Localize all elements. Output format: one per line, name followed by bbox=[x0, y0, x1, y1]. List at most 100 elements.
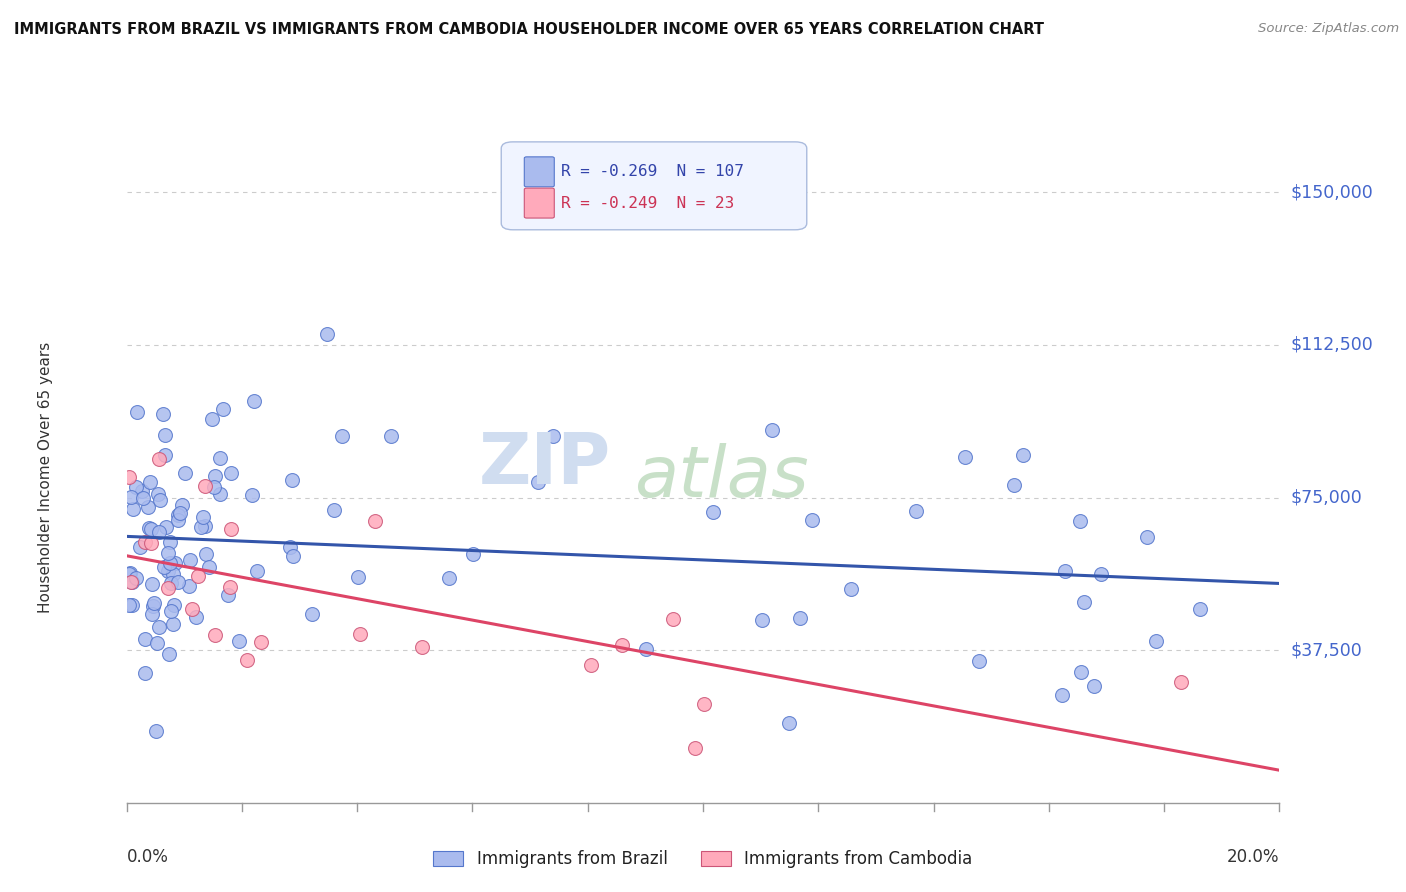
Point bbox=[120, 566, 142, 581]
Point bbox=[1070, 665, 1092, 679]
Point bbox=[134, 632, 156, 647]
Point bbox=[148, 524, 170, 539]
Point bbox=[437, 571, 460, 585]
Point bbox=[1002, 477, 1025, 491]
Point bbox=[170, 498, 193, 512]
Point bbox=[157, 546, 180, 560]
Text: $75,000: $75,000 bbox=[1291, 489, 1362, 507]
Point bbox=[246, 564, 269, 578]
Point bbox=[139, 535, 162, 549]
Point bbox=[118, 470, 141, 484]
Point bbox=[136, 500, 159, 515]
Point bbox=[1052, 689, 1074, 703]
Point bbox=[219, 522, 242, 536]
Point bbox=[167, 575, 190, 590]
Point bbox=[125, 405, 148, 419]
Point bbox=[281, 473, 304, 487]
Point bbox=[301, 607, 323, 622]
Point bbox=[316, 326, 339, 341]
Point bbox=[160, 604, 183, 618]
Point bbox=[1083, 679, 1105, 693]
FancyBboxPatch shape bbox=[501, 142, 807, 230]
Point bbox=[281, 549, 304, 563]
Point bbox=[153, 427, 176, 442]
Point bbox=[122, 502, 145, 516]
Point bbox=[186, 569, 208, 583]
Point bbox=[194, 519, 217, 533]
Point bbox=[1090, 566, 1112, 581]
Point bbox=[142, 596, 165, 610]
Point bbox=[702, 505, 724, 519]
Point bbox=[579, 658, 602, 673]
Point bbox=[157, 648, 180, 662]
Point bbox=[610, 638, 633, 652]
Point bbox=[125, 571, 148, 585]
Point bbox=[134, 535, 156, 549]
Point bbox=[166, 513, 188, 527]
Point bbox=[219, 467, 242, 481]
Point bbox=[661, 612, 683, 626]
Point bbox=[204, 628, 226, 642]
Point bbox=[209, 487, 232, 501]
Point bbox=[778, 716, 800, 731]
Point bbox=[801, 513, 824, 527]
FancyBboxPatch shape bbox=[524, 188, 554, 218]
Point bbox=[169, 506, 191, 520]
Point bbox=[1136, 530, 1159, 544]
Point bbox=[280, 540, 302, 554]
Point bbox=[145, 636, 167, 650]
Point bbox=[526, 475, 548, 489]
Point bbox=[180, 602, 202, 616]
Point bbox=[217, 588, 239, 602]
Point bbox=[138, 521, 160, 535]
Point bbox=[163, 598, 186, 612]
Point bbox=[685, 741, 707, 756]
Point bbox=[148, 451, 170, 466]
Point bbox=[751, 613, 773, 627]
Point bbox=[155, 520, 177, 534]
Point bbox=[118, 566, 141, 581]
Point bbox=[1054, 564, 1077, 578]
Point bbox=[142, 599, 165, 613]
Point bbox=[1073, 595, 1095, 609]
Point bbox=[195, 547, 218, 561]
Point bbox=[146, 487, 169, 501]
FancyBboxPatch shape bbox=[524, 157, 554, 186]
Point bbox=[634, 642, 657, 657]
Point bbox=[204, 480, 226, 494]
Point bbox=[243, 394, 266, 409]
Text: IMMIGRANTS FROM BRAZIL VS IMMIGRANTS FROM CAMBODIA HOUSEHOLDER INCOME OVER 65 YE: IMMIGRANTS FROM BRAZIL VS IMMIGRANTS FRO… bbox=[14, 22, 1045, 37]
Point bbox=[955, 450, 977, 465]
Point bbox=[364, 515, 387, 529]
Point bbox=[162, 616, 184, 631]
Point bbox=[208, 451, 231, 466]
Point bbox=[211, 402, 233, 417]
Point bbox=[118, 598, 141, 612]
Point bbox=[201, 411, 224, 425]
Point bbox=[349, 627, 371, 641]
Point bbox=[761, 424, 783, 438]
Text: ZIP: ZIP bbox=[478, 430, 610, 499]
Point bbox=[153, 448, 176, 462]
Point bbox=[330, 429, 353, 443]
Text: atlas: atlas bbox=[634, 442, 808, 512]
Point bbox=[174, 466, 197, 480]
Point bbox=[159, 576, 181, 591]
Point bbox=[129, 540, 152, 554]
Point bbox=[157, 581, 180, 595]
Point bbox=[236, 653, 259, 667]
Point bbox=[191, 510, 214, 524]
Point bbox=[132, 491, 155, 505]
Text: $112,500: $112,500 bbox=[1291, 336, 1374, 354]
Point bbox=[347, 570, 370, 584]
Point bbox=[134, 665, 156, 680]
Point bbox=[541, 428, 564, 442]
Point bbox=[841, 582, 863, 596]
Point bbox=[157, 564, 180, 578]
Point bbox=[967, 654, 990, 668]
Point bbox=[186, 610, 208, 624]
Point bbox=[693, 697, 716, 711]
Point bbox=[1144, 634, 1167, 648]
Text: 0.0%: 0.0% bbox=[127, 848, 169, 866]
Point bbox=[141, 576, 163, 591]
